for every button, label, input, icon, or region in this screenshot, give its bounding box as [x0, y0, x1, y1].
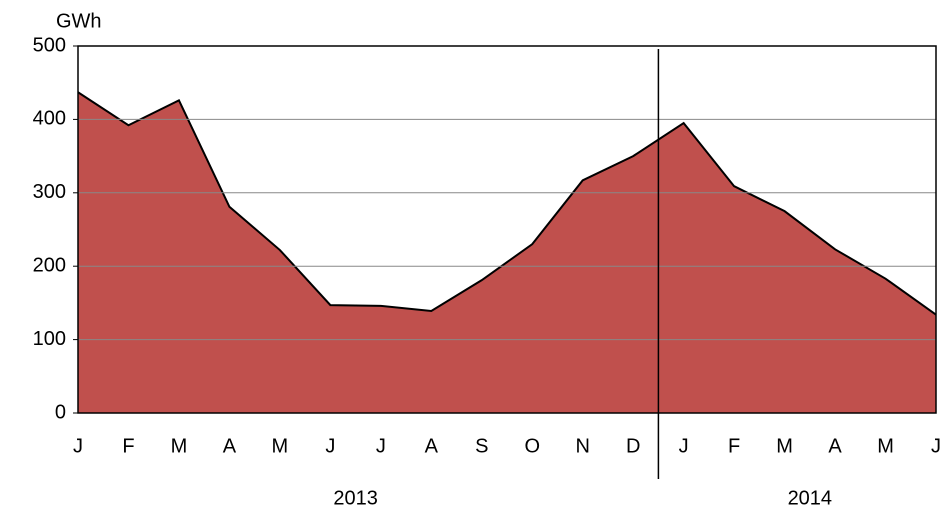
x-tick-label: J — [73, 435, 83, 457]
x-tick-label: O — [524, 435, 540, 457]
x-tick-label: S — [475, 435, 488, 457]
x-tick-label: A — [828, 435, 842, 457]
x-tick-label: M — [272, 435, 289, 457]
x-tick-label: F — [122, 435, 134, 457]
x-tick-label: F — [728, 435, 740, 457]
plot-frame — [77, 45, 937, 414]
y-tick-label: 300 — [33, 181, 66, 203]
y-tick-label: 400 — [33, 108, 66, 130]
x-group-label: 2013 — [333, 487, 378, 509]
y-tick-label: 200 — [33, 254, 66, 276]
y-tick-label: 500 — [33, 34, 66, 56]
x-tick-label: J — [325, 435, 335, 457]
area — [78, 92, 936, 413]
x-tick-label: M — [776, 435, 793, 457]
x-tick-label: A — [425, 435, 439, 457]
x-tick-label: M — [877, 435, 894, 457]
x-tick-label: D — [626, 435, 640, 457]
y-axis-unit: GWh — [56, 10, 102, 32]
x-group-label: 2014 — [788, 487, 833, 509]
x-tick-label: J — [931, 435, 941, 457]
x-tick-label: M — [171, 435, 188, 457]
x-tick-label: N — [575, 435, 589, 457]
area-line — [77, 91, 937, 316]
y-tick-label: 100 — [33, 328, 66, 350]
y-tick-label: 0 — [55, 401, 66, 423]
x-tick-label: J — [679, 435, 689, 457]
x-tick-label: A — [223, 435, 237, 457]
x-tick-label: J — [376, 435, 386, 457]
